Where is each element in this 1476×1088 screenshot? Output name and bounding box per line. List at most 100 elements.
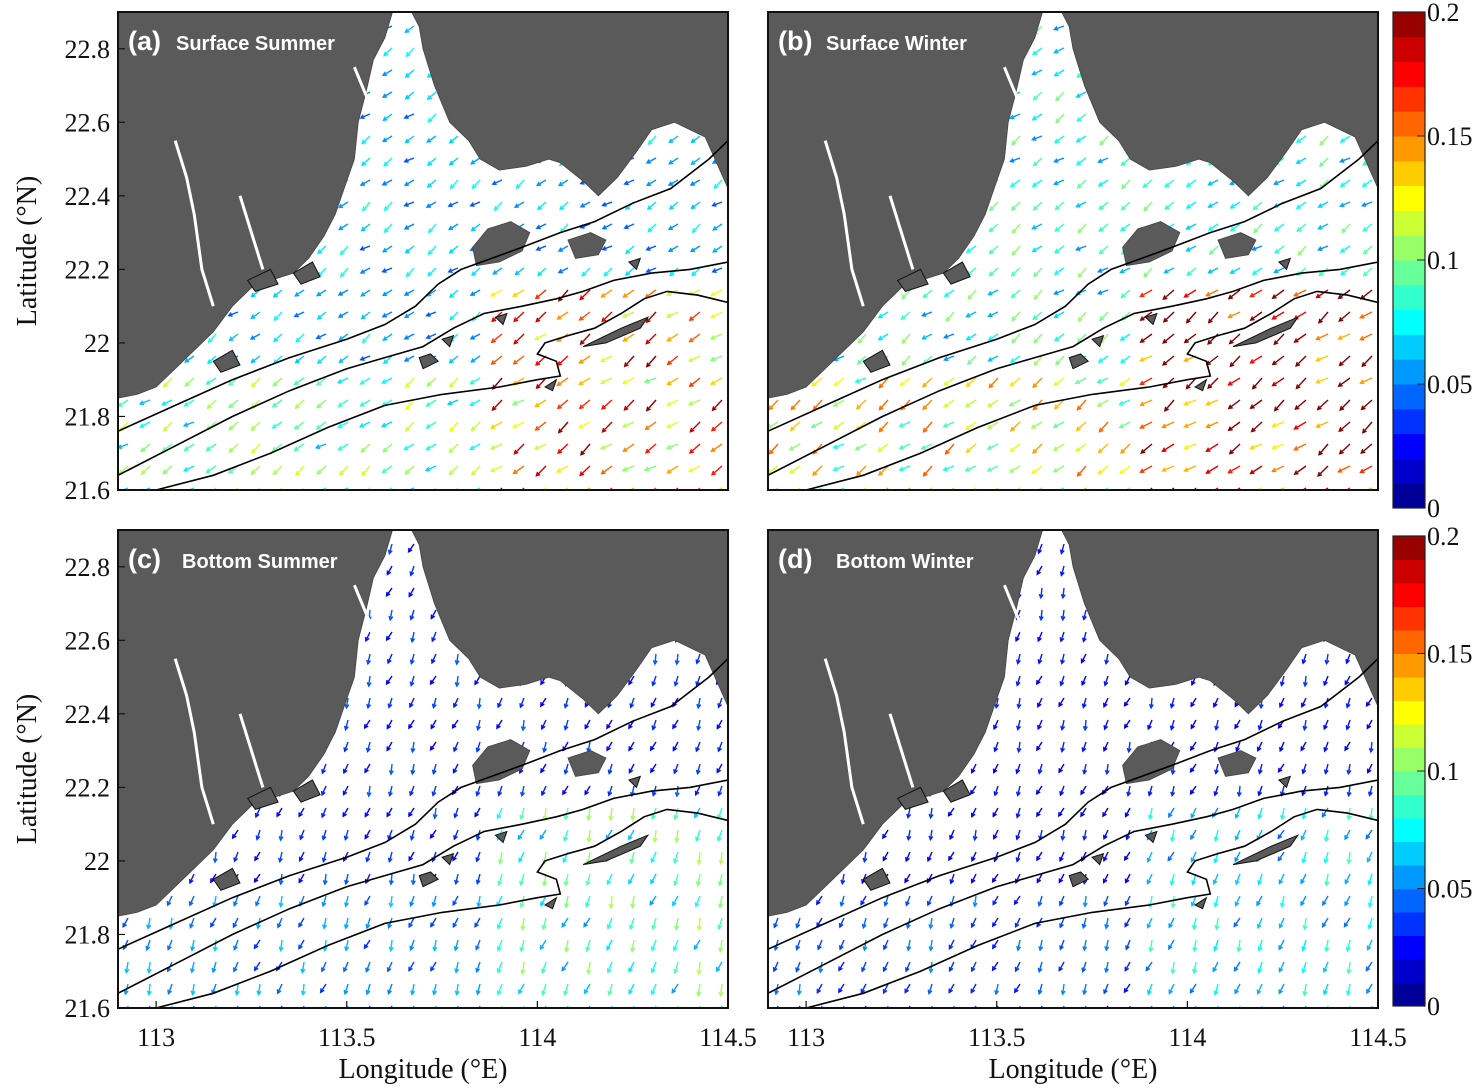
velocity-arrow-head: [1015, 813, 1021, 819]
velocity-arrow-head: [124, 968, 130, 974]
velocity-arrow: [1058, 807, 1065, 817]
velocity-arrow: [1208, 267, 1219, 274]
velocity-arrow-head: [882, 856, 888, 862]
velocity-arrow: [1171, 961, 1175, 974]
velocity-arrow: [1037, 697, 1043, 707]
velocity-arrow: [1097, 399, 1109, 407]
velocity-arrow-head: [861, 967, 866, 973]
velocity-arrow: [1143, 267, 1153, 277]
velocity-arrow-head: [1097, 158, 1103, 164]
velocity-arrow-head: [1295, 492, 1299, 496]
velocity-arrow: [622, 421, 635, 428]
velocity-arrow-head: [360, 226, 366, 232]
velocity-arrow: [344, 829, 349, 840]
velocity-arrow-head: [1031, 50, 1038, 56]
velocity-arrow: [367, 697, 371, 708]
depth-contour: [768, 140, 1378, 432]
velocity-arrow: [497, 983, 503, 995]
velocity-arrow: [988, 355, 999, 362]
velocity-arrow: [1014, 917, 1021, 928]
velocity-arrow: [863, 851, 867, 862]
velocity-arrow-head: [628, 879, 633, 885]
velocity-arrow: [342, 807, 349, 817]
velocity-arrow: [965, 465, 977, 472]
velocity-arrow-head: [452, 789, 457, 796]
velocity-arrow-head: [687, 357, 694, 362]
velocity-arrow-head: [520, 726, 526, 732]
velocity-arrow: [1316, 377, 1329, 384]
velocity-arrow: [1362, 223, 1373, 232]
velocity-arrow: [1316, 289, 1329, 299]
velocity-arrow: [408, 961, 415, 971]
velocity-arrow: [408, 807, 415, 817]
velocity-arrow-head: [652, 660, 658, 666]
velocity-arrow: [1317, 399, 1329, 411]
velocity-arrow: [1360, 311, 1373, 319]
velocity-arrow-head: [1053, 158, 1059, 163]
velocity-arrow: [1011, 289, 1021, 299]
mainland-shape: [118, 530, 728, 917]
velocity-arrow-head: [987, 402, 993, 408]
velocity-arrow: [1317, 465, 1329, 477]
velocity-arrow: [697, 873, 701, 886]
velocity-arrow-head: [1338, 317, 1344, 322]
velocity-arrow: [520, 939, 525, 952]
velocity-arrow-head: [817, 945, 822, 951]
velocity-arrow: [1098, 289, 1109, 295]
velocity-arrow-head: [1227, 426, 1233, 432]
velocity-arrow: [428, 223, 437, 233]
velocity-arrow: [558, 245, 569, 252]
velocity-arrow-head: [1344, 901, 1349, 907]
velocity-arrow-head: [496, 814, 502, 820]
velocity-arrow: [232, 917, 239, 928]
velocity-arrow: [790, 399, 801, 410]
velocity-arrow: [1272, 289, 1285, 299]
velocity-arrow-head: [1338, 427, 1344, 433]
velocity-arrow: [167, 939, 173, 950]
velocity-arrow: [359, 421, 371, 428]
velocity-arrow: [922, 377, 933, 388]
velocity-arrow: [494, 201, 503, 211]
velocity-arrow-head: [250, 426, 256, 432]
velocity-arrow-head: [1123, 701, 1129, 707]
velocity-arrow-head: [838, 966, 843, 972]
velocity-arrow-head: [674, 837, 680, 844]
velocity-arrow-head: [366, 791, 372, 798]
velocity-arrow: [183, 421, 195, 427]
velocity-arrow: [1123, 983, 1131, 993]
velocity-arrow-head: [316, 359, 323, 365]
velocity-arrow: [601, 289, 613, 298]
velocity-arrow-head: [1205, 469, 1211, 474]
velocity-arrow-head: [1295, 159, 1301, 164]
velocity-arrow: [584, 719, 591, 729]
velocity-arrow: [1340, 267, 1351, 276]
velocity-arrow: [672, 719, 679, 729]
velocity-arrow: [1128, 741, 1131, 752]
velocity-arrow-head: [387, 549, 393, 556]
velocity-arrow-head: [1317, 471, 1323, 477]
velocity-arrow: [878, 333, 889, 341]
velocity-arrow-head: [608, 815, 614, 822]
velocity-arrow-head: [146, 924, 152, 930]
velocity-arrow: [1206, 465, 1219, 474]
velocity-arrow: [1036, 565, 1043, 575]
velocity-arrow: [1083, 609, 1087, 620]
velocity-arrow-head: [365, 857, 371, 863]
velocity-arrow-head: [1074, 379, 1080, 384]
velocity-arrow: [647, 223, 657, 233]
velocity-arrow: [944, 333, 955, 339]
velocity-arrow: [233, 961, 239, 972]
velocity-arrow-head: [1300, 901, 1305, 907]
velocity-arrow: [228, 443, 239, 453]
velocity-arrow-head: [580, 492, 584, 496]
velocity-arrow-head: [943, 334, 949, 339]
velocity-arrow-head: [453, 702, 458, 709]
velocity-arrow-head: [337, 291, 343, 296]
velocity-arrow-head: [361, 492, 365, 496]
velocity-arrow-head: [1036, 679, 1041, 686]
velocity-arrow: [1279, 741, 1285, 752]
velocity-arrow: [1190, 785, 1197, 795]
velocity-arrow-head: [453, 813, 459, 819]
velocity-arrow-head: [1211, 812, 1217, 819]
velocity-arrow: [1103, 873, 1109, 883]
